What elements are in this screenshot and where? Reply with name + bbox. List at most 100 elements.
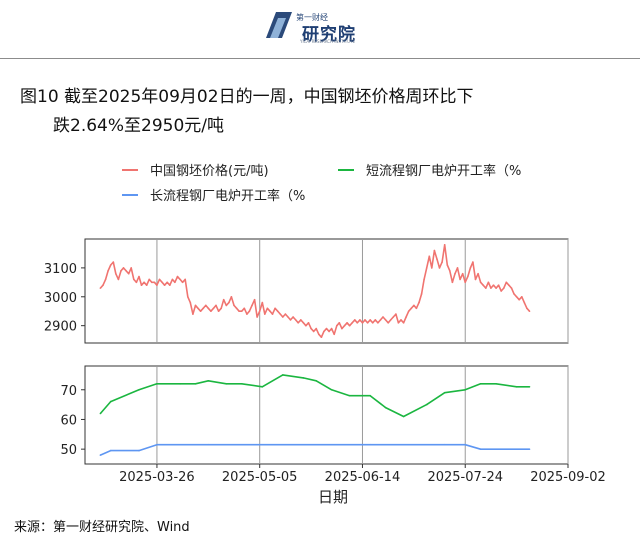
price-series-point-129 [431,267,433,269]
price-series-point-61 [256,316,258,318]
logo-big-text: 研究院 [302,25,356,45]
logo-sub-text: YICAI RESEARCH INSTITUTE [300,39,356,44]
price-series-point-57 [246,313,248,315]
price-series-point-74 [289,319,292,321]
price-series-point-147 [477,272,479,275]
price-series-point-88 [325,327,328,330]
long-process-series-line [100,443,530,456]
price-series-point-18 [145,284,148,286]
price-series-point-75 [292,316,294,318]
long-process-series-point-3 [156,443,158,446]
price-series-point-158 [505,281,508,284]
price-series-point-67 [271,313,274,315]
x-tick-label-3: 2025-07-24 [427,470,503,485]
price-series-point-114 [392,316,395,318]
price-series-point-122 [413,304,415,307]
price-series-point-32 [181,281,184,284]
legend: 中国钢坯价格(元/吨) 短流程钢厂电炉开工率（% 长流程钢厂电炉开工率（% [122,163,521,204]
price-series-point-136 [449,270,451,272]
price-series-point-159 [508,284,510,286]
short-process-series-point-11 [302,377,305,379]
source-note: 来源：第一财经研究院、Wind [14,520,190,535]
price-series-point-134 [443,244,446,246]
price-ytick-label-0: 2900 [44,320,77,335]
price-series-point-65 [266,307,269,310]
price-series-point-123 [415,307,418,310]
price-series-point-104 [366,322,369,324]
price-series-point-98 [351,322,354,324]
util-ytick-label-1: 60 [60,413,77,428]
price-series-point-96 [346,322,348,324]
price-series-point-34 [187,296,189,298]
figure-title-line2: 跌2.64%至2950元/吨 [53,116,224,136]
price-series-line [99,244,531,338]
price-series-point-0 [99,287,102,289]
price-series-point-86 [320,336,323,338]
short-process-series-point-12 [315,380,318,382]
short-process-series-point-10 [282,374,284,376]
short-process-series-point-21 [479,383,482,385]
price-series-point-16 [140,284,143,286]
price-series-point-119 [405,316,407,318]
price-series-point-126 [423,278,425,281]
price-series-point-133 [441,261,443,263]
price-series-point-33 [184,278,186,281]
short-process-series-point-24 [528,386,531,388]
short-process-series-point-3 [156,383,158,385]
price-series-point-164 [521,296,523,298]
x-tick-label-4: 2025-09-02 [530,470,606,485]
price-series-point-113 [389,319,392,321]
price-series-point-26 [166,281,168,284]
price-series-point-71 [282,316,284,318]
price-series-point-28 [171,278,174,281]
price-series-point-167 [528,310,531,312]
long-process-series-point-9 [528,448,531,451]
price-series-point-118 [402,322,405,324]
price-series-point-149 [482,284,485,286]
price-series-point-14 [135,281,138,284]
price-series-point-64 [264,313,266,315]
price-series-point-144 [469,267,472,269]
short-process-series-point-2 [138,389,140,391]
price-series-point-139 [456,267,459,269]
price-series-point-7 [117,278,120,281]
figure-title-line1: 图10 截至2025年09月02日的一周，中国钢坯价格周环比下 [20,87,474,107]
price-series-point-45 [215,304,217,307]
price-series-point-125 [420,293,423,295]
price-series-point-107 [374,319,377,321]
price-series-point-22 [156,284,158,286]
short-process-series-point-22 [495,383,497,385]
price-series-point-25 [163,284,166,286]
price-series-point-1 [102,284,104,286]
price-series-point-30 [176,275,179,278]
price-series-point-137 [451,281,454,284]
price-series-point-50 [228,301,230,304]
price-series-point-85 [318,333,320,336]
price-series-point-141 [461,272,464,275]
price-series-point-150 [485,287,487,289]
price-series-point-20 [151,281,153,284]
price-series-point-95 [343,324,346,327]
price-series-point-83 [312,330,315,333]
price-panel: 2900 3000 3100 [44,238,569,344]
price-series-point-142 [464,281,467,284]
legend-label-price: 中国钢坯价格(元/吨) [150,163,269,179]
price-series-point-12 [130,267,132,269]
price-series-point-155 [497,284,500,286]
long-process-series-point-1 [109,449,112,452]
util-ytick-label-2: 70 [60,384,77,399]
price-series-point-106 [371,322,374,324]
price-series-point-124 [418,301,420,304]
legend-label-short: 短流程钢厂电炉开工率（% [366,163,521,179]
price-series-point-135 [446,264,449,266]
price-series-point-48 [222,298,225,301]
price-series-point-92 [336,324,338,327]
price-series-point-55 [240,310,243,312]
price-series-point-166 [526,307,528,310]
price-series-point-10 [125,270,127,272]
price-series-point-82 [310,327,312,330]
price-series-point-160 [510,287,513,289]
long-process-series-point-2 [138,449,140,452]
price-series-point-77 [297,322,300,324]
x-tick-label-1: 2025-05-05 [222,470,298,485]
